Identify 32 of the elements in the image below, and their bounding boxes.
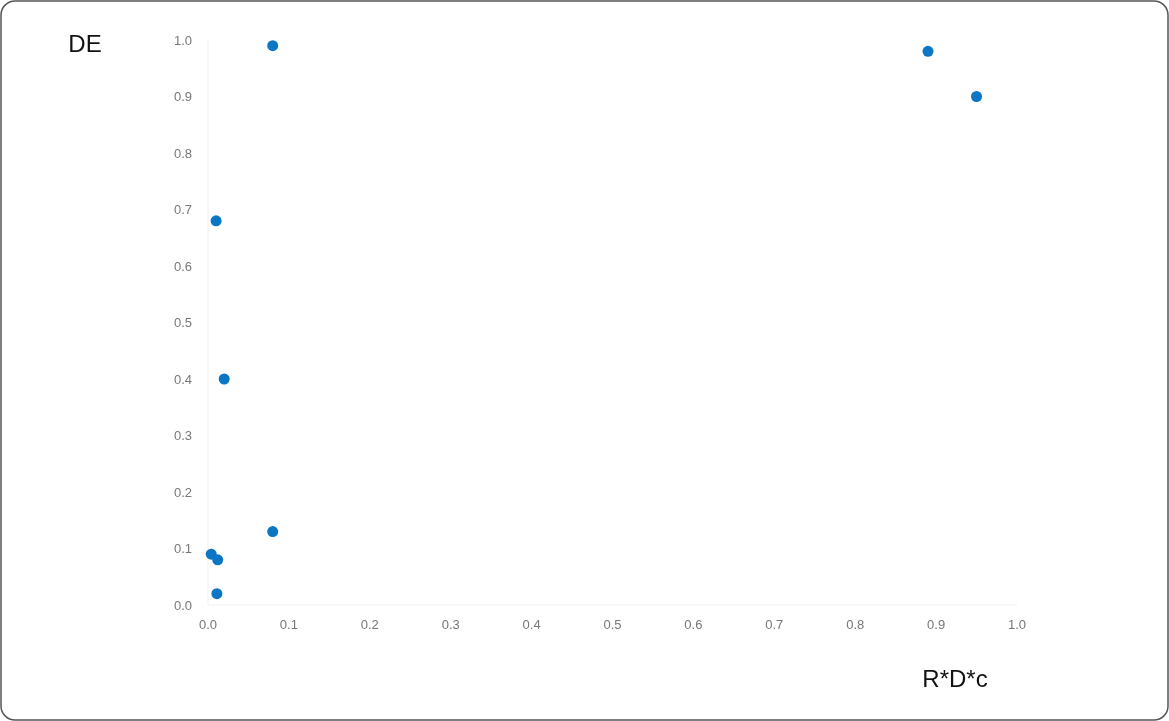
y-tick-label: 0.5 (173, 315, 192, 331)
y-axis-title: DE (68, 30, 102, 57)
y-tick-label: 0.7 (173, 202, 192, 218)
x-tick-label: 0.9 (927, 617, 946, 632)
y-tick-label: 0.8 (173, 145, 192, 161)
point (971, 91, 983, 102)
point (218, 373, 230, 385)
y-tick-label: 0.0 (173, 597, 192, 613)
x-tick-label: 0.7 (765, 617, 784, 632)
point (210, 215, 222, 227)
x-tick-label: 0.6 (684, 617, 703, 632)
y-tick-label: 0.3 (173, 428, 192, 444)
point (267, 526, 279, 538)
x-tick-label: 0.3 (441, 617, 460, 632)
y-tick-label: 0.9 (173, 89, 192, 105)
x-axis-title: R*D*c (922, 665, 988, 692)
y-tick-label: 0.2 (173, 484, 192, 500)
y-tick-label: 0.1 (173, 541, 192, 557)
point (922, 45, 934, 57)
y-tick-label: 0.4 (173, 371, 192, 387)
x-tick-label: 0.0 (198, 617, 218, 632)
x-tick-label: 0.1 (279, 617, 298, 632)
point (212, 554, 224, 566)
x-tick-label: 0.8 (846, 617, 865, 632)
y-tick-label: 1.0 (173, 32, 192, 48)
x-tick-label: 1.0 (1007, 617, 1027, 632)
point (267, 40, 279, 52)
x-tick-label: 0.2 (360, 617, 379, 632)
x-tick-label: 0.5 (603, 617, 622, 632)
x-tick-label: 0.4 (522, 617, 541, 632)
point (211, 588, 223, 600)
y-tick-label: 0.6 (173, 258, 192, 274)
